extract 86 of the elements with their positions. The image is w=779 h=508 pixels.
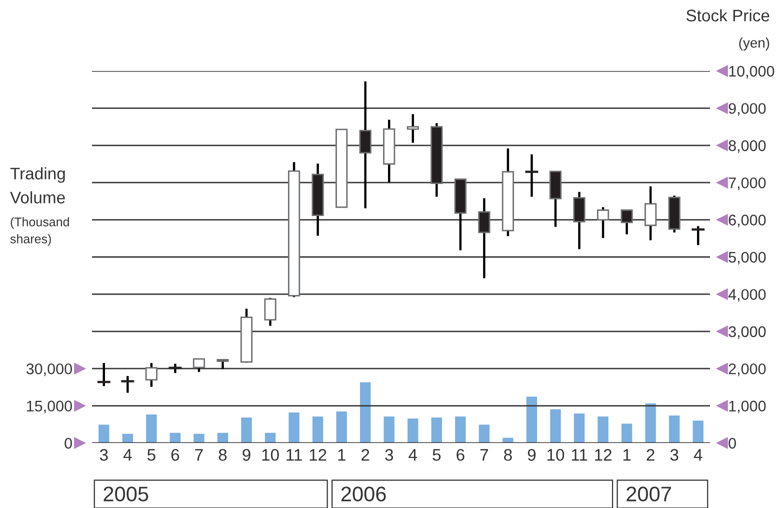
candlestick — [97, 362, 110, 388]
x-tick-label: 10 — [262, 448, 279, 461]
bar — [526, 396, 538, 443]
bar — [384, 416, 394, 443]
x-tick-label: 3 — [100, 448, 108, 461]
bar — [550, 409, 561, 443]
bar — [217, 432, 228, 443]
candlestick — [525, 153, 538, 198]
text: 2005 — [104, 486, 148, 502]
y2-tick-label: 3,000 — [728, 326, 766, 339]
candlestick — [192, 358, 206, 374]
x-tick-label: 5 — [147, 449, 156, 461]
bar — [598, 416, 608, 443]
bar — [360, 382, 371, 443]
bar — [478, 424, 490, 443]
bar — [264, 432, 276, 443]
y-tick-label: 0 — [64, 438, 72, 449]
bar — [621, 424, 632, 443]
x-tick-label: 11 — [286, 449, 302, 461]
x-tick-label: 3 — [385, 448, 394, 461]
x-tick-label: 6 — [171, 448, 180, 461]
bar — [146, 414, 157, 443]
y2-tick-label: 6,000 — [728, 214, 766, 228]
candlestick — [168, 362, 182, 374]
x-tick-label: 2 — [362, 448, 370, 461]
candlestick — [644, 185, 657, 242]
candlestick — [406, 113, 419, 144]
bar — [669, 415, 680, 443]
x-tick-label: 9 — [528, 448, 536, 461]
candlestick — [216, 358, 229, 370]
x-tick-label: 7 — [480, 449, 488, 461]
x-tick-label: 11 — [572, 449, 588, 461]
candlestick — [478, 197, 490, 280]
x-tick-label: 4 — [694, 449, 702, 461]
y2-axis-title: Stock Price (yen) — [686, 9, 770, 50]
y2-tick-label: 2,000 — [728, 363, 766, 376]
candlestick — [692, 225, 705, 246]
text: 2007 — [626, 486, 671, 502]
candlestick — [264, 296, 276, 327]
bar — [98, 424, 110, 443]
y2-tick-label: 4,000 — [728, 289, 766, 302]
bar — [288, 412, 300, 443]
x-tick-label: 8 — [218, 448, 227, 461]
bar — [455, 416, 466, 443]
x-tick-label: 6 — [456, 448, 464, 461]
bar — [692, 420, 704, 443]
x-tick-label: 4 — [123, 449, 132, 461]
x-tick-label: 12 — [310, 448, 326, 461]
x-tick-label: 2 — [646, 448, 654, 461]
x-tick-label: 4 — [408, 449, 418, 461]
y2-tick-label: 1,000 — [729, 400, 766, 414]
x-tick-label: 5 — [432, 449, 441, 461]
candlestick — [359, 80, 372, 210]
bar — [312, 416, 324, 443]
bar — [241, 417, 252, 443]
candlestick — [145, 362, 158, 388]
candlestick — [573, 190, 586, 250]
x-tick-label: 7 — [195, 449, 203, 461]
bar — [645, 403, 656, 443]
candlestick — [596, 206, 610, 240]
y2-tick-label: 8,000 — [728, 140, 766, 153]
bar — [170, 432, 181, 443]
bar — [336, 412, 347, 443]
bar — [194, 434, 204, 443]
y2-tick-label: 7,000 — [728, 177, 766, 190]
bar — [122, 434, 133, 443]
bar — [431, 417, 442, 443]
x-tick-label: 3 — [670, 448, 678, 461]
x-tick-label: 8 — [504, 448, 512, 461]
y2-tick-label: 9,000 — [728, 103, 766, 116]
candlestick — [620, 209, 633, 236]
bar — [408, 418, 418, 443]
text: 2006 — [341, 486, 386, 502]
x-tick-label: 1 — [623, 449, 631, 461]
y-tick-label: 30,000 — [26, 363, 72, 376]
y-axis-title: Trading Volume (Thousand shares) — [10, 167, 69, 246]
x-tick-label: 1 — [338, 449, 346, 461]
x-tick-label: 12 — [595, 448, 612, 461]
y-tick-label: 15,000 — [26, 400, 72, 414]
y2-tick-label: 0 — [728, 438, 736, 449]
x-tick-label: 9 — [242, 448, 250, 461]
bar — [574, 413, 585, 443]
x-tick-label: 10 — [548, 448, 564, 461]
y2-tick-label: 10,000 — [729, 66, 774, 78]
candlestick — [121, 374, 134, 394]
y2-tick-label: 5,000 — [728, 252, 766, 264]
